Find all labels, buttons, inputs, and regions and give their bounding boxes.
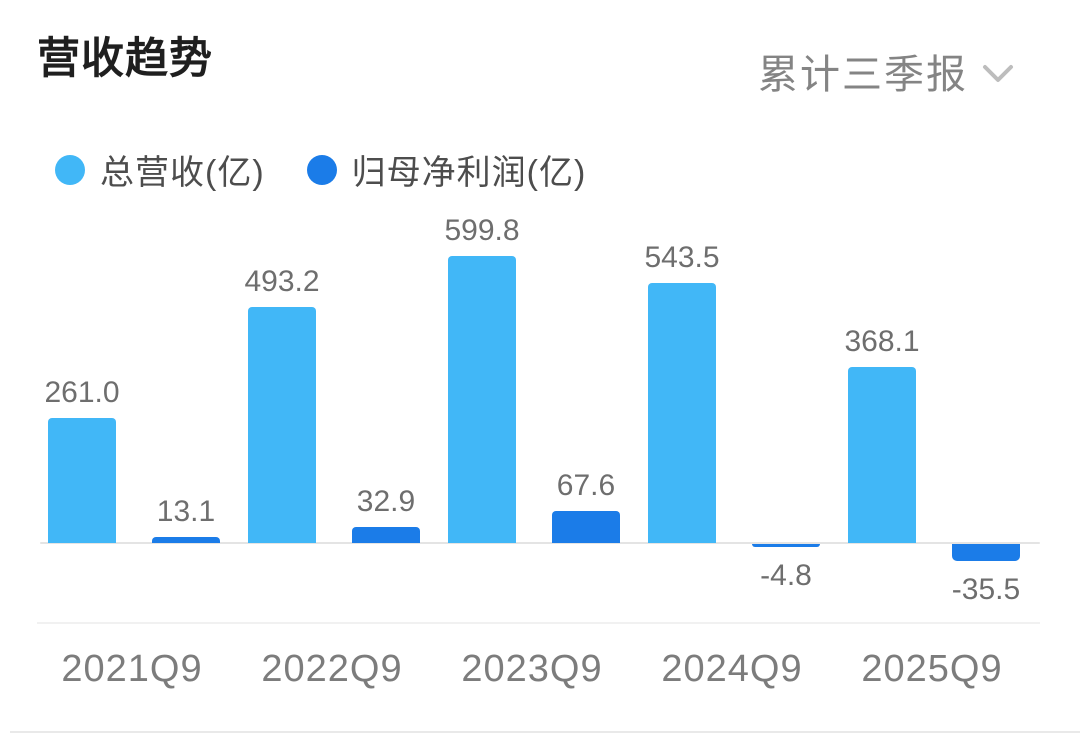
x-axis-label-2023Q9: 2023Q9	[461, 648, 603, 690]
legend-dot-total-revenue	[55, 154, 85, 185]
x-axis-label-2022Q9: 2022Q9	[261, 648, 403, 690]
value-label-profit-2024Q9: -4.8	[760, 559, 812, 592]
bar-revenue-2024Q9[interactable]	[648, 282, 716, 543]
bar-revenue-2025Q9[interactable]	[848, 366, 916, 543]
bar-revenue-2021Q9[interactable]	[48, 418, 116, 543]
legend-dot-net-profit	[306, 154, 337, 185]
value-label-profit-2025Q9: -35.5	[951, 572, 1021, 606]
value-label-revenue-2022Q9: 493.2	[244, 265, 320, 298]
value-label-profit-2023Q9: 67.6	[556, 468, 616, 502]
period-dropdown-label: 累计三季报	[758, 53, 968, 97]
legend-label-net-profit: 归母净利润(亿)	[351, 154, 587, 192]
bar-revenue-2022Q9[interactable]	[248, 307, 316, 543]
legend: 总营收(亿) 归母净利润(亿)	[55, 145, 586, 194]
legend-label-total-revenue: 总营收(亿)	[100, 154, 265, 192]
x-axis-label-2025Q9: 2025Q9	[861, 648, 1003, 690]
value-label-profit-2022Q9: 32.9	[356, 485, 416, 519]
x-axis-label-2021Q9: 2021Q9	[61, 648, 203, 690]
bar-profit-2024Q9[interactable]	[752, 544, 820, 547]
value-label-revenue-2021Q9: 261.0	[44, 376, 120, 410]
chevron-down-icon	[983, 65, 1013, 82]
bar-profit-2023Q9[interactable]	[552, 510, 620, 543]
period-dropdown[interactable]: 累计三季报	[758, 42, 1014, 100]
value-label-profit-2021Q9: 13.1	[156, 494, 216, 528]
value-label-revenue-2024Q9: 543.5	[644, 240, 720, 274]
page-title: 营收趋势	[37, 35, 213, 83]
zero-baseline	[40, 542, 1040, 544]
legend-item-total-revenue[interactable]: 总营收(亿)	[55, 145, 265, 194]
bottom-divider	[10, 731, 1080, 733]
bar-revenue-2023Q9[interactable]	[448, 255, 516, 543]
bar-profit-2025Q9[interactable]	[952, 544, 1020, 561]
legend-item-net-profit[interactable]: 归母净利润(亿)	[306, 145, 587, 194]
axis-separator-line	[37, 622, 1040, 624]
bar-profit-2021Q9[interactable]	[152, 536, 220, 543]
bar-profit-2022Q9[interactable]	[352, 527, 420, 543]
x-axis-label-2024Q9: 2024Q9	[661, 648, 803, 690]
value-label-revenue-2025Q9: 368.1	[844, 324, 920, 358]
value-label-revenue-2023Q9: 599.8	[444, 213, 520, 247]
